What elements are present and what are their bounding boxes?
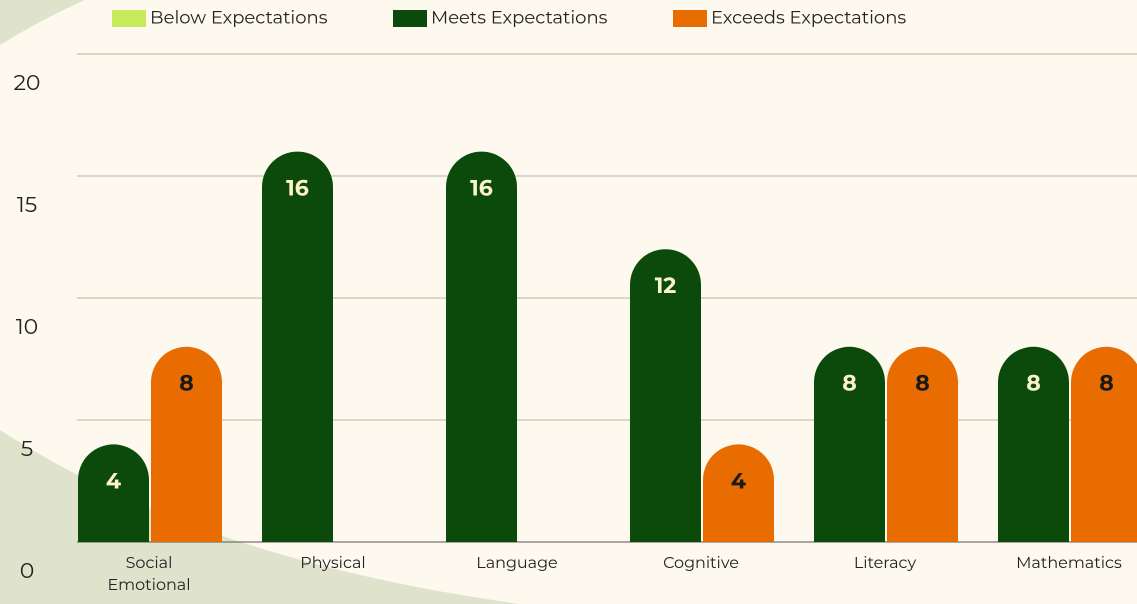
legend-label: Below Expectations: [150, 7, 328, 29]
bar: [262, 151, 333, 543]
data-label: 12: [655, 272, 677, 299]
y-tick-label: 5: [21, 435, 33, 462]
data-label: 16: [470, 175, 493, 202]
legend-swatch: [673, 10, 707, 27]
y-tick-label: 20: [13, 69, 40, 96]
x-tick-label: Social Emotional: [107, 554, 191, 595]
decoration: [0, 430, 520, 604]
data-label: 8: [915, 370, 930, 397]
bar: [703, 444, 774, 542]
legend-swatch: [112, 10, 146, 27]
data-label: 16: [286, 175, 309, 202]
bar: [1071, 346, 1137, 542]
bar: [887, 346, 958, 542]
legend-label: Exceeds Expectations: [711, 7, 906, 29]
x-tick-label: Literacy: [853, 554, 917, 573]
legend-label: Meets Expectations: [431, 7, 608, 29]
bar: [151, 346, 222, 542]
bar: [630, 249, 701, 542]
y-tick-label: 0: [20, 557, 35, 584]
data-label: 8: [1099, 370, 1114, 397]
data-label: 8: [842, 370, 857, 397]
legend-swatch: [393, 10, 427, 27]
data-label: 4: [731, 467, 746, 494]
y-tick-label: 10: [16, 313, 39, 340]
bar: [78, 444, 149, 542]
data-label: 4: [106, 467, 121, 494]
bar: [814, 346, 885, 542]
y-tick-label: 15: [17, 191, 37, 218]
x-tick-label: Language: [476, 554, 558, 573]
x-tick-label: Mathematics: [1016, 554, 1122, 573]
data-label: 8: [179, 370, 194, 397]
decoration: [0, 0, 85, 45]
x-tick-label: Cognitive: [663, 554, 739, 573]
data-label: 8: [1026, 370, 1041, 397]
x-tick-label: Physical: [300, 554, 366, 573]
bar: [998, 346, 1069, 542]
bar: [446, 151, 517, 543]
